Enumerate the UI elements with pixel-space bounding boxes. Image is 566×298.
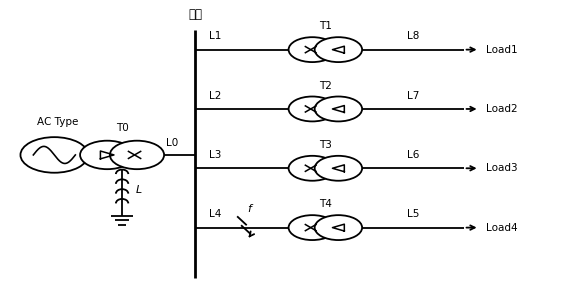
Text: L7: L7	[407, 91, 419, 101]
Circle shape	[110, 141, 164, 169]
Text: L1: L1	[209, 31, 221, 41]
Circle shape	[315, 97, 362, 121]
Text: T3: T3	[319, 140, 332, 150]
Circle shape	[289, 97, 336, 121]
Circle shape	[315, 156, 362, 181]
Text: AC Type: AC Type	[37, 117, 79, 127]
Text: Load3: Load3	[486, 163, 518, 173]
Text: L3: L3	[209, 150, 221, 160]
Text: Load4: Load4	[486, 223, 518, 233]
Text: $L$: $L$	[135, 183, 143, 195]
Circle shape	[315, 215, 362, 240]
Text: T4: T4	[319, 199, 332, 209]
Text: L2: L2	[209, 91, 221, 101]
Text: T1: T1	[319, 21, 332, 31]
Circle shape	[289, 215, 336, 240]
Text: L4: L4	[209, 209, 221, 219]
Text: T0: T0	[115, 123, 128, 133]
Circle shape	[315, 37, 362, 62]
Text: L0: L0	[166, 137, 178, 148]
Text: Load2: Load2	[486, 104, 518, 114]
Text: L8: L8	[407, 31, 419, 41]
Circle shape	[80, 141, 134, 169]
Circle shape	[289, 156, 336, 181]
Text: T2: T2	[319, 80, 332, 91]
Circle shape	[289, 37, 336, 62]
Text: L5: L5	[407, 209, 419, 219]
Text: 母线: 母线	[188, 8, 203, 21]
Text: Load1: Load1	[486, 45, 518, 55]
Text: $f$: $f$	[247, 202, 254, 214]
Text: L6: L6	[407, 150, 419, 160]
Circle shape	[20, 137, 88, 173]
